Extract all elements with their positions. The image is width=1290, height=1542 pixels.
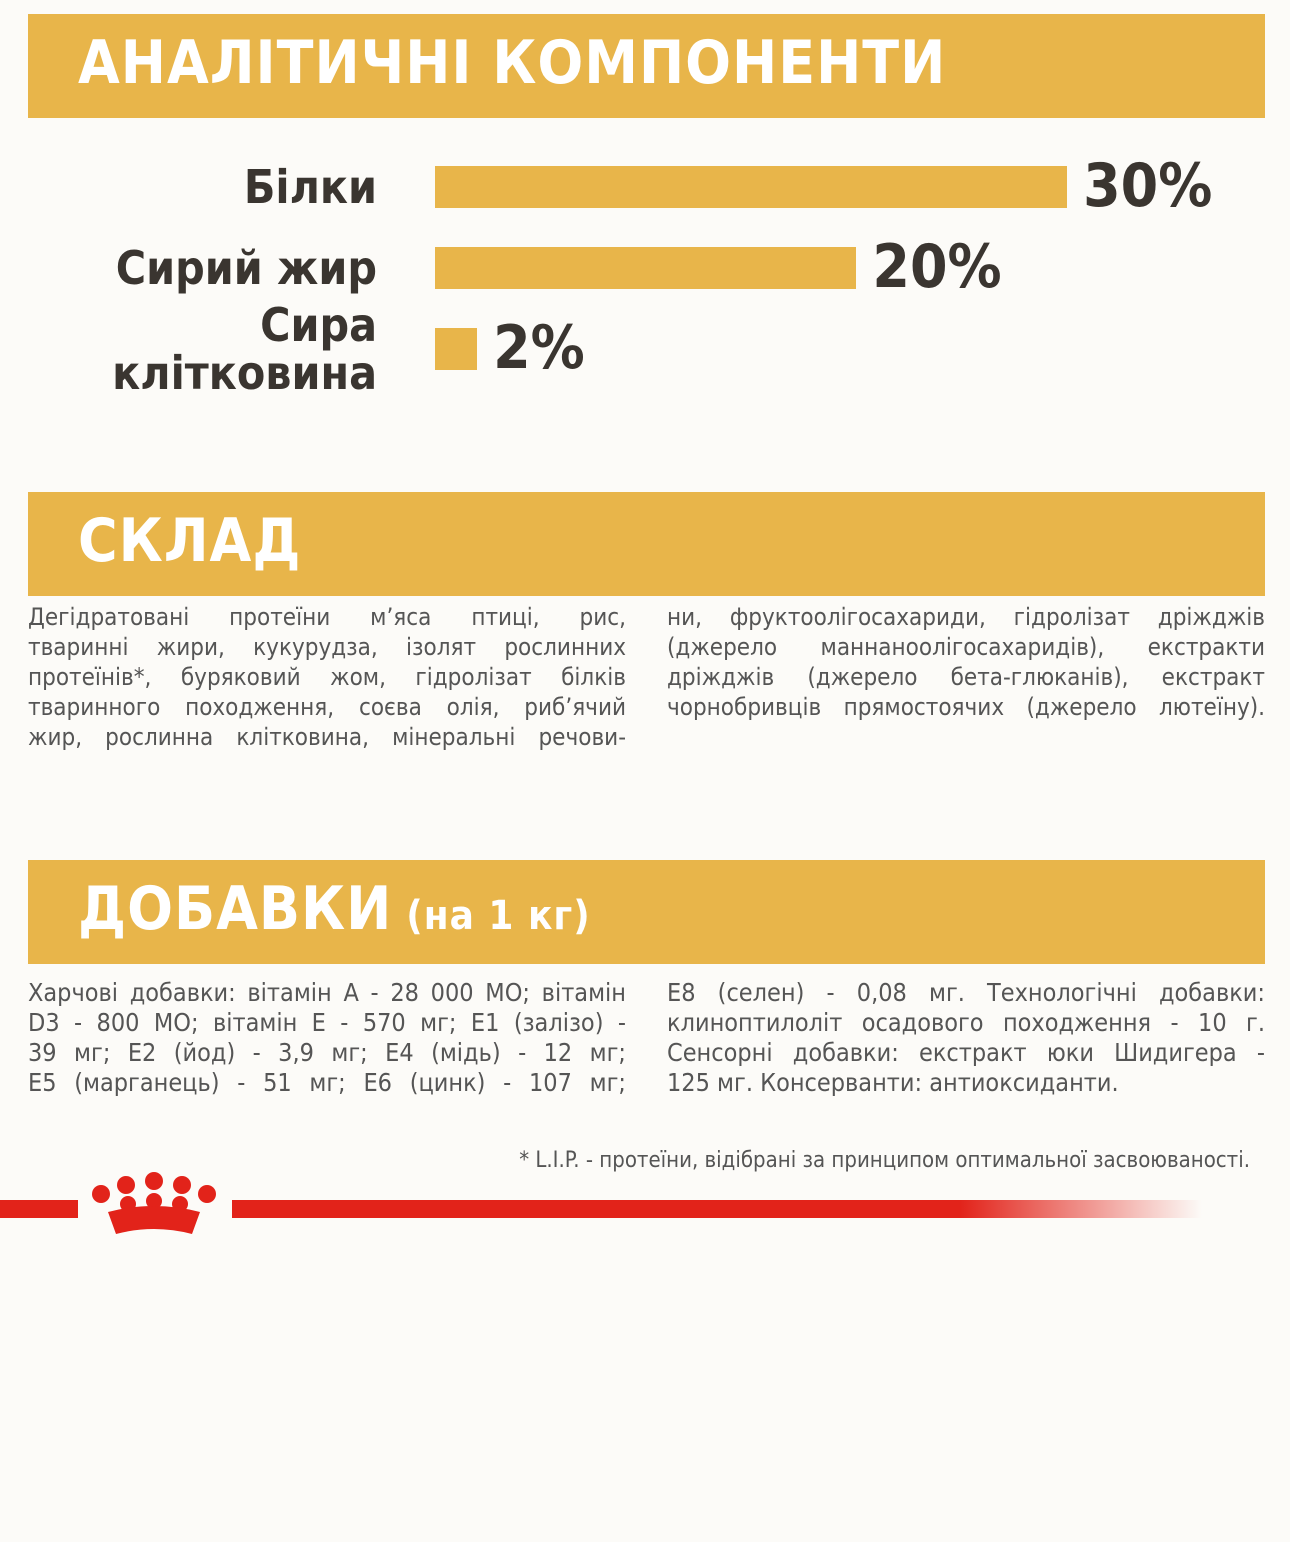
text-column: Дегідратовані протеїни м’яса птиці, рис,… — [28, 602, 626, 752]
text-line: Сенсорні добавки: екстракт юки Шидигера … — [667, 1038, 1265, 1067]
text-line: дріжджів (джерело бета-глюканів), екстра… — [667, 663, 1265, 691]
value-label: 20% — [872, 232, 1002, 302]
text-column: Харчові добавки: вітамін А - 28 000 МО; … — [28, 978, 626, 1098]
section-title: АНАЛІТИЧНІ КОМПОНЕНТИ — [78, 28, 947, 98]
text-line: 39 мг; Е2 (йод) - 3,9 мг; Е4 (мідь) - 12… — [28, 1038, 626, 1067]
banner: ДОБАВКИ (на 1 кг) — [28, 860, 1265, 964]
red-line — [232, 1200, 1202, 1218]
title: ДОБАВКИ — [78, 874, 393, 944]
text-line: чорнобривців прямостоячих (джерело лютеї… — [667, 693, 1265, 721]
category-label: Сира клітковина — [112, 298, 377, 400]
category-label: Білки — [243, 160, 377, 214]
bar — [435, 166, 1068, 208]
text-line: Дегідратовані протеїни м’яса птиці, рис, — [28, 603, 626, 631]
text-column: Е8 (селен) - 0,08 мг. Технологічні добав… — [667, 978, 1265, 1098]
text-line: протеїнів*, буряковий жом, гідролізат бі… — [28, 663, 626, 691]
text-line: 125 мг. Консерванти: антиоксиданти. — [667, 1068, 1119, 1097]
value-label: 2% — [493, 313, 585, 383]
footnote: * L.I.P. - протеїни, відібрані за принци… — [519, 1148, 1250, 1173]
section-title: ДОБАВКИ (на 1 кг) — [78, 874, 591, 944]
category-label: Сирий жир — [115, 241, 377, 295]
title-note: (на 1 кг) — [406, 893, 591, 939]
bar — [435, 247, 857, 289]
text-line: Е8 (селен) - 0,08 мг. Технологічні добав… — [667, 978, 1265, 1007]
text-line: Е5 (марганець) - 51 мг; Е6 (цинк) - 107 … — [28, 1068, 626, 1097]
red-line — [0, 1200, 78, 1218]
banner: СКЛАД — [28, 492, 1265, 596]
text-line: D3 - 800 МО; вітамін Е - 570 мг; Е1 (зал… — [28, 1008, 626, 1037]
text-column: ни, фруктоолігосахариди, гідролізат дріж… — [667, 602, 1265, 722]
text-line: ни, фруктоолігосахариди, гідролізат дріж… — [667, 603, 1265, 631]
section-title: СКЛАД — [78, 506, 302, 576]
text-line: тваринного походження, соєва олія, риб’я… — [28, 693, 626, 721]
value-label: 30% — [1083, 151, 1213, 221]
text-line: жир, рослинна клітковина, мінеральні реч… — [28, 723, 626, 751]
crown-logo — [92, 1172, 216, 1234]
text-line: (джерело маннаноолігосахаридів), екстрак… — [667, 633, 1265, 661]
text-line: Харчові добавки: вітамін А - 28 000 МО; … — [28, 978, 626, 1007]
brand-strip — [0, 1172, 1202, 1234]
text-line: клиноптилоліт осадового походження - 10 … — [667, 1008, 1265, 1037]
banner: АНАЛІТИЧНІ КОМПОНЕНТИ — [28, 14, 1265, 118]
bar — [435, 328, 478, 370]
text-line: тваринні жири, кукурудза, ізолят рослинн… — [28, 633, 626, 661]
